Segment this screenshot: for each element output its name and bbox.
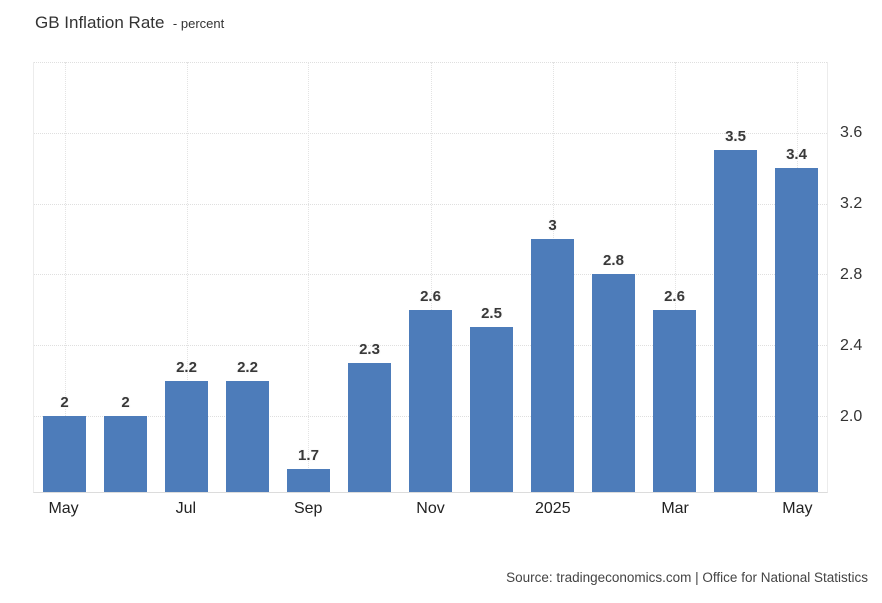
bar-month-10[interactable]: [592, 274, 635, 492]
bar-value-label: 2.8: [603, 252, 624, 270]
bar-value-label: 2.6: [420, 287, 441, 305]
x-axis-tick-label: Sep: [293, 500, 323, 517]
bar-month-4[interactable]: [226, 380, 269, 492]
bar-month-12[interactable]: [714, 150, 757, 492]
y-axis-tick-label: 2.8: [840, 265, 863, 283]
bar-value-label: 2.2: [176, 358, 197, 376]
vertical-gridline: [64, 62, 66, 492]
bar-value-label: 2: [60, 393, 69, 411]
bar-May[interactable]: [43, 415, 86, 492]
bar-value-label: 2.6: [664, 287, 685, 305]
vertical-gridline: [186, 62, 188, 492]
x-axis-tick-label: 2025: [535, 500, 571, 517]
bar-Mar[interactable]: [653, 309, 696, 492]
x-axis-tick-label: Nov: [416, 500, 445, 517]
bar-Jul[interactable]: [165, 380, 208, 492]
y-axis-tick-label: 3.6: [840, 123, 863, 141]
bar-value-label: 2: [121, 393, 130, 411]
y-axis-tick-label: 2.4: [840, 336, 863, 354]
chart-title: GB Inflation Rate - percent: [35, 13, 224, 33]
x-axis-tick-label: Jul: [175, 500, 197, 517]
bar-May[interactable]: [775, 168, 818, 492]
vertical-gridline: [308, 62, 310, 492]
source-attribution: Source: tradingeconomics.com | Office fo…: [506, 570, 868, 585]
bar-Sep[interactable]: [287, 469, 330, 492]
x-axis-tick-label: May: [48, 500, 79, 517]
bar-value-label: 2.3: [359, 340, 380, 358]
bar-month-8[interactable]: [470, 327, 513, 492]
bar-value-label: 2.5: [481, 305, 502, 323]
y-axis-tick-label: 3.2: [840, 194, 863, 212]
plot-area: 2 2 2.2 2.2 1.7 2.3 2.6 2.5 3 2.8 2.6 3.5 3.4: [33, 62, 828, 493]
bar-value-label: 3.4: [786, 146, 807, 164]
x-axis-tick-label: May: [782, 500, 813, 517]
bar-value-label: 3.5: [725, 128, 746, 146]
bar-2025[interactable]: [531, 238, 574, 492]
x-axis-tick-label: Mar: [661, 500, 689, 517]
chart-title-text: GB Inflation Rate: [35, 13, 165, 32]
vertical-gridline: [674, 62, 676, 492]
y-axis-tick-label: 2.0: [840, 407, 863, 425]
bar-value-label: 3: [548, 216, 557, 234]
bar-value-label: 2.2: [237, 358, 258, 376]
bar-value-label: 1.7: [298, 447, 319, 464]
bar-month-6[interactable]: [348, 362, 391, 492]
chart-subtitle-text: - percent: [172, 16, 225, 31]
vertical-gridline: [430, 62, 432, 492]
bar-month-2[interactable]: [104, 415, 147, 492]
bar-Nov[interactable]: [409, 309, 452, 492]
